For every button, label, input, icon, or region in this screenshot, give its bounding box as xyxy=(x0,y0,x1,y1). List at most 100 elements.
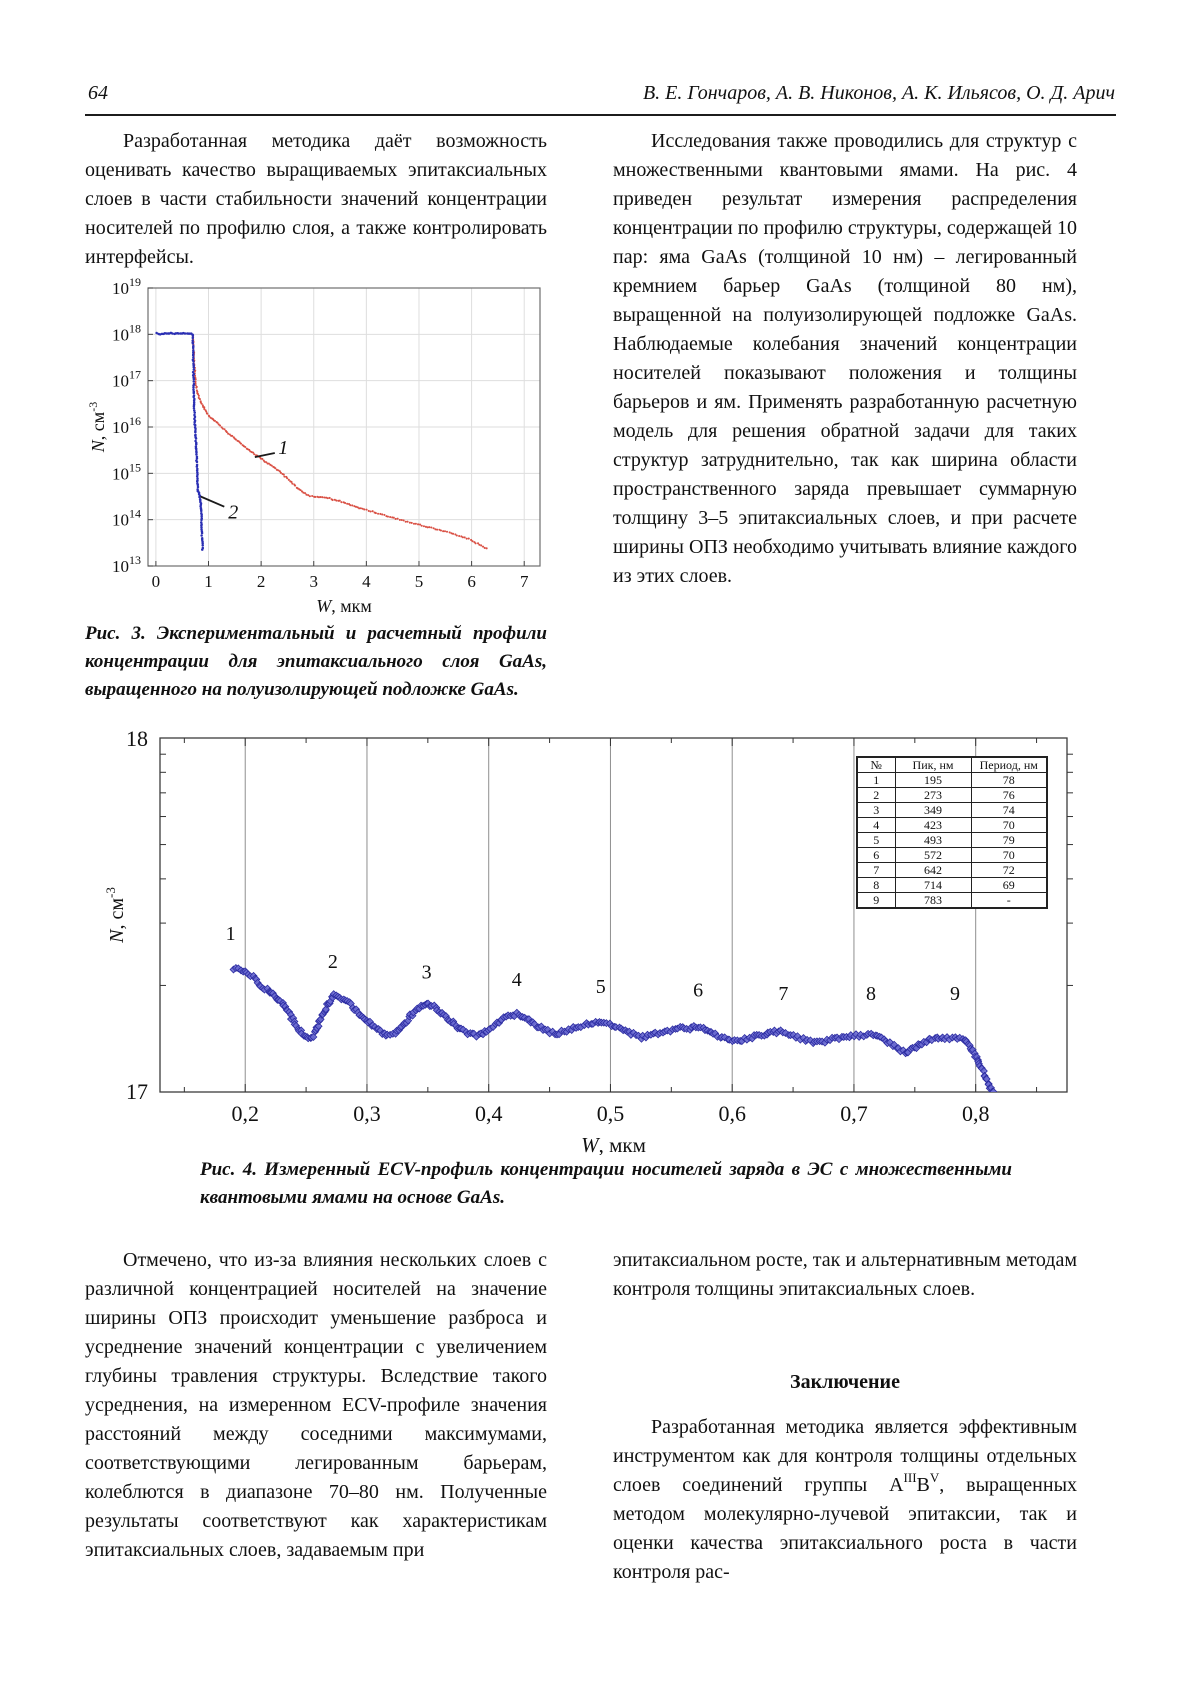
svg-text:2: 2 xyxy=(228,501,238,523)
svg-text:1017: 1017 xyxy=(112,368,141,391)
svg-text:7: 7 xyxy=(778,983,788,1005)
peaks-table-row: 8 714 69 xyxy=(856,877,1048,893)
svg-text:7: 7 xyxy=(520,572,529,591)
svg-text:1: 1 xyxy=(226,923,236,945)
svg-text:0,7: 0,7 xyxy=(840,1101,868,1126)
peaks-table-cell: 714 xyxy=(894,877,972,893)
peaks-table-cell: 69 xyxy=(970,877,1048,893)
conclusion-text-3: , выращенных методом молекулярно-лучевой… xyxy=(613,1474,1077,1583)
svg-text:0,8: 0,8 xyxy=(962,1101,990,1126)
peaks-table-header: Пик, нм xyxy=(894,756,972,773)
paragraph-conclusion: Разработанная методика является эффектив… xyxy=(613,1413,1077,1587)
peaks-table-row: 4 423 70 xyxy=(856,817,1048,833)
peaks-table-cell: 3 xyxy=(856,802,896,818)
svg-text:1013: 1013 xyxy=(112,553,141,576)
svg-text:6: 6 xyxy=(467,572,476,591)
svg-text:N, см-3: N, см-3 xyxy=(105,887,128,944)
peaks-table-header: № xyxy=(856,756,896,773)
peaks-table-row: 3 349 74 xyxy=(856,802,1048,818)
conclusion-heading: Заключение xyxy=(790,1371,900,1393)
svg-text:0,4: 0,4 xyxy=(475,1101,503,1126)
svg-text:4: 4 xyxy=(362,572,371,591)
svg-text:1019: 1019 xyxy=(112,275,141,298)
peaks-table-header: Период, нм xyxy=(970,756,1048,773)
peaks-table-row: 6 572 70 xyxy=(856,847,1048,863)
peaks-table-cell: 76 xyxy=(970,787,1048,803)
svg-text:9: 9 xyxy=(950,983,960,1005)
peaks-table-cell: 70 xyxy=(970,847,1048,863)
peaks-table-cell: 70 xyxy=(970,817,1048,833)
svg-text:1016: 1016 xyxy=(112,414,141,437)
svg-text:1018: 1018 xyxy=(112,321,141,344)
fig3-grid xyxy=(148,287,540,567)
svg-text:3: 3 xyxy=(422,962,432,984)
svg-text:4: 4 xyxy=(512,969,522,991)
figure3-caption: Рис. 3. Экспериментальный и расчетный пр… xyxy=(85,623,547,700)
peaks-table-cell: 642 xyxy=(894,862,972,878)
fig4-peak-labels: 1 2 3 4 5 6 7 8 9 xyxy=(226,923,960,1005)
svg-text:1: 1 xyxy=(204,572,213,591)
peaks-table-cell: 72 xyxy=(970,862,1048,878)
svg-text:0,5: 0,5 xyxy=(597,1101,625,1126)
svg-text:18: 18 xyxy=(126,726,148,751)
conclusion-text-2: B xyxy=(916,1474,930,1496)
paragraph-right-1: Исследования также проводились для струк… xyxy=(613,130,1077,587)
fig4-ticks xyxy=(160,738,1073,1092)
conclusion-sup-III: III xyxy=(903,1470,917,1486)
peaks-table-row: 1 195 78 xyxy=(856,772,1048,788)
peaks-table-cell: 423 xyxy=(894,817,972,833)
peaks-table-row: 5 493 79 xyxy=(856,832,1048,848)
paragraph-left-1: Разработанная методика даёт возможность … xyxy=(85,130,547,268)
peaks-table-cell: 4 xyxy=(856,817,896,833)
svg-text:0,6: 0,6 xyxy=(718,1101,746,1126)
peaks-table-cell: 572 xyxy=(894,847,972,863)
svg-text:W, мкм: W, мкм xyxy=(581,1133,646,1155)
header-rule xyxy=(85,114,1116,116)
svg-text:1015: 1015 xyxy=(112,460,141,483)
fig3-x-axis-labels: 0 1 2 3 4 5 6 7 xyxy=(152,561,529,591)
svg-text:8: 8 xyxy=(866,983,876,1005)
peaks-table-row: 7 642 72 xyxy=(856,862,1048,878)
header-authors: В. Е. Гончаров, А. В. Никонов, А. К. Иль… xyxy=(642,82,1115,104)
peaks-table-row: 2 273 76 xyxy=(856,787,1048,803)
peaks-table: № Пик, нм Период, нм 1 195 78 2 273 76 3 349 74 4 423… xyxy=(856,756,1048,909)
svg-text:0,3: 0,3 xyxy=(353,1101,381,1126)
svg-text:6: 6 xyxy=(693,979,703,1001)
fig3-annotations: 12 xyxy=(200,437,288,523)
peaks-table-cell: 78 xyxy=(970,772,1048,788)
paragraph-left-2: Отмечено, что из-за влияния нескольких с… xyxy=(85,1249,547,1561)
figure4-caption: Рис. 4. Измеренный ECV-профиль концентра… xyxy=(200,1159,1012,1208)
fig4-series-ecv xyxy=(229,964,998,1092)
conclusion-text-1: Разработанная методика является эффектив… xyxy=(613,1416,1077,1496)
svg-text:1014: 1014 xyxy=(112,507,141,530)
fig3-series-2 xyxy=(155,331,205,551)
peaks-table-cell: 6 xyxy=(856,847,896,863)
conclusion-sup-V: V xyxy=(929,1470,940,1486)
peaks-table-row: 9 783- xyxy=(856,892,1048,909)
peaks-table-cell: 7 xyxy=(856,862,896,878)
svg-text:N, см-3: N, см-3 xyxy=(88,402,108,453)
peaks-table-cell: 273 xyxy=(894,787,972,803)
paragraph-right-2: эпитаксиальном росте, так и альтернативн… xyxy=(613,1249,1077,1300)
svg-text:5: 5 xyxy=(596,976,606,998)
svg-text:2: 2 xyxy=(257,572,266,591)
svg-text:17: 17 xyxy=(126,1079,148,1104)
svg-text:1: 1 xyxy=(278,437,288,459)
peaks-table-cell: 1 xyxy=(856,772,896,788)
peaks-table-cell: 2 xyxy=(856,787,896,803)
peaks-table-cell: - xyxy=(970,892,1048,909)
peaks-table-cell: 8 xyxy=(856,877,896,893)
peaks-table-cell: 74 xyxy=(970,802,1048,818)
page-number: 64 xyxy=(88,82,108,104)
svg-text:2: 2 xyxy=(328,951,338,973)
peaks-table-cell: 9 xyxy=(856,892,896,909)
fig3-y-axis-labels: 1013 1014 1015 1016 1017 1018 1019 xyxy=(112,275,153,576)
peaks-table-cell: 783 xyxy=(894,892,972,909)
peaks-table-cell: 5 xyxy=(856,832,896,848)
peaks-table-cell: 493 xyxy=(894,832,972,848)
fig4-x-axis-labels: 0,2 0,3 0,4 0,5 0,6 0,7 0,8 xyxy=(231,1101,989,1126)
